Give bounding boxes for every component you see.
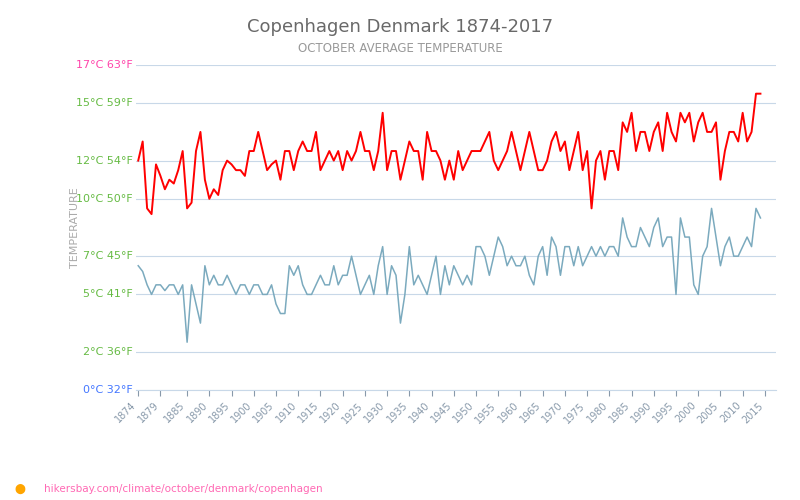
Text: 0°C 32°F: 0°C 32°F bbox=[83, 385, 133, 395]
Text: 7°C 45°F: 7°C 45°F bbox=[83, 251, 133, 261]
Text: 12°C 54°F: 12°C 54°F bbox=[76, 156, 133, 166]
Text: OCTOBER AVERAGE TEMPERATURE: OCTOBER AVERAGE TEMPERATURE bbox=[298, 42, 502, 56]
Text: 2°C 36°F: 2°C 36°F bbox=[83, 347, 133, 357]
Text: TEMPERATURE: TEMPERATURE bbox=[70, 187, 80, 268]
Text: hikersbay.com/climate/october/denmark/copenhagen: hikersbay.com/climate/october/denmark/co… bbox=[44, 484, 322, 494]
Text: Copenhagen Denmark 1874-2017: Copenhagen Denmark 1874-2017 bbox=[247, 18, 553, 36]
Text: 17°C 63°F: 17°C 63°F bbox=[76, 60, 133, 70]
Legend: NIGHT, DAY: NIGHT, DAY bbox=[385, 497, 527, 500]
Text: 15°C 59°F: 15°C 59°F bbox=[76, 98, 133, 108]
Text: 10°C 50°F: 10°C 50°F bbox=[76, 194, 133, 204]
Text: ⬤: ⬤ bbox=[14, 484, 26, 494]
Text: 5°C 41°F: 5°C 41°F bbox=[83, 290, 133, 300]
